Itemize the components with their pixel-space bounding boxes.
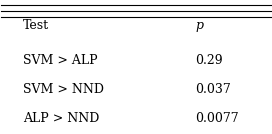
Text: SVM > NND: SVM > NND: [23, 83, 104, 96]
Text: ALP > NND: ALP > NND: [23, 112, 99, 125]
Text: SVM > ALP: SVM > ALP: [23, 54, 98, 67]
Text: 0.29: 0.29: [195, 54, 223, 67]
Text: Test: Test: [23, 18, 49, 31]
Text: 0.0077: 0.0077: [195, 112, 239, 125]
Text: 0.037: 0.037: [195, 83, 231, 96]
Text: p: p: [195, 18, 203, 31]
